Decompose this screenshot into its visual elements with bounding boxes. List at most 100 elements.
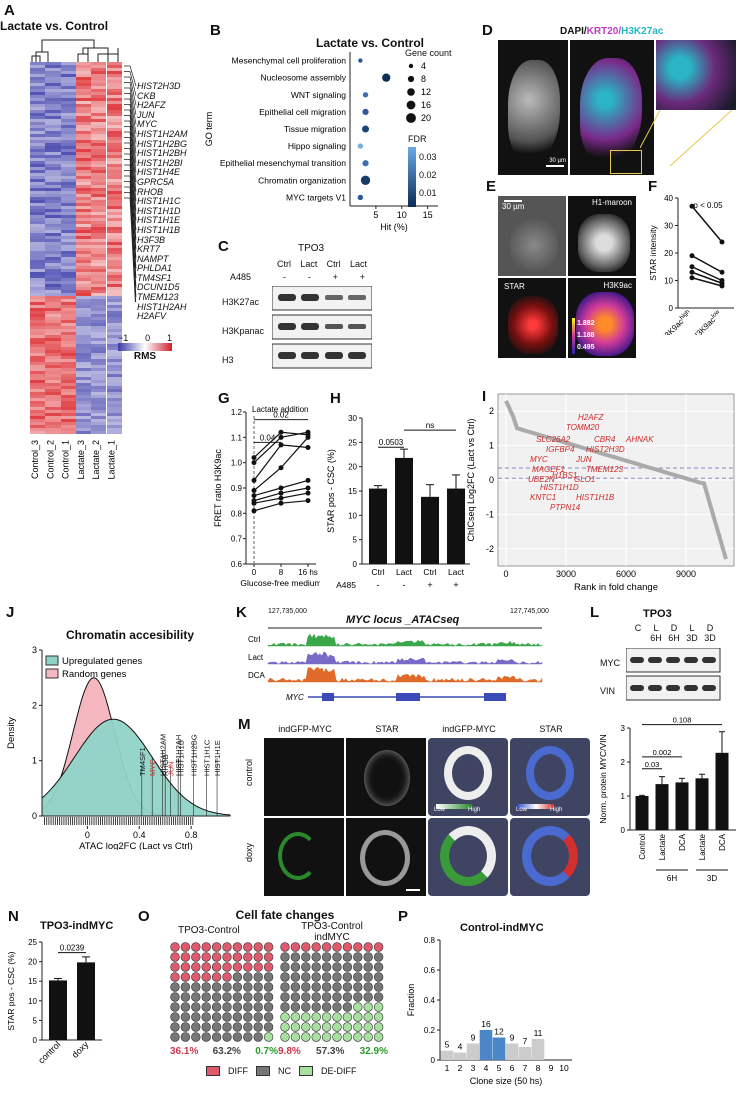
o-legend-dediff-swatch [299,1066,313,1076]
o-cell-dot [180,1012,191,1022]
heatmap-cell [106,356,122,359]
heatmap-cell [75,158,92,161]
heatmap-cell [30,164,46,167]
heatmap-cell [45,353,61,356]
p-y-tick-label: 0 [431,1056,436,1065]
o-cell-dot [373,982,384,992]
heatmap-cell [30,344,46,347]
heatmap-cell [45,218,61,221]
heatmap-cell [75,371,92,374]
heatmap-cell [45,113,61,116]
heatmap-cell [75,203,92,206]
heatmap-cell [75,74,92,77]
o-cell-dot [232,972,243,982]
o-cell-dot [332,992,342,1002]
heatmap-cell [91,419,107,422]
heatmap-cell [30,251,46,254]
heatmap-cell [75,356,92,359]
heatmap-cell [30,113,46,116]
o-cell-dot [301,982,311,992]
heatmap-cell [91,293,107,296]
heatmap-cell [91,230,107,233]
gene-tick [124,192,137,302]
heatmap-cell [91,143,107,146]
heatmap-cell [30,221,46,224]
heatmap-cell [45,209,61,212]
e-val-3: 0.495 [577,344,595,351]
h1-maroon-image: H1-maroon [568,196,636,276]
o-cell-dot [180,982,191,992]
o-cell-dot [170,1032,180,1042]
heatmap-cell [91,131,107,134]
o-cell-dot [321,1032,332,1042]
heatmap-cell [30,281,46,284]
heatmap-cell [91,107,107,110]
heatmap-cell [60,191,76,194]
o-cell-dot [222,1002,232,1012]
heatmap-cell [60,281,76,284]
heatmap-cell [30,107,46,110]
p-x-tick-label: 7 [523,1063,528,1073]
heatmap-cell [60,251,76,254]
heatmap-cell [30,305,46,308]
o-cell-dot [342,982,353,992]
l-bar [635,796,649,830]
o-cell-dot [301,962,311,972]
heatmap-cell [45,236,61,239]
heatmap-cell [106,224,122,227]
i-x-tick-label: 6000 [616,569,636,579]
heatmap-cell [106,425,122,428]
o-cell-dot [191,1022,201,1032]
heatmap-cell [75,236,92,239]
column-label: Lactate_3 [76,440,86,480]
heatmap-cell [60,104,76,107]
h-x-tick-label: Lact [396,567,413,577]
panel-f-chart: 0 10 20 30 40 p < 0.05 STAR intensity H3K9achig… [650,194,734,335]
n-pval: 0.0239 [60,944,85,953]
j-legend-swatch [45,668,59,679]
heatmap-cell [91,386,107,389]
o-cell-dot [363,992,373,1002]
p-bar [466,1043,480,1060]
heatmap-cell [75,386,92,389]
heatmap-cell [91,119,107,122]
panel-g-chart: 0.6 0.7 0.8 0.9 1.0 1.1 1.2 0 8 16 hs Lactate addi… [213,405,320,588]
heatmap-cell [30,395,46,398]
heatmap-cell [60,221,76,224]
heatmap-cell [30,83,46,86]
heatmap-cell [75,113,92,116]
o-cell-dot [253,1012,263,1022]
heatmap-cell [75,89,92,92]
gene-label: KRT7 [137,244,160,255]
p-bar-label: 4 [458,1042,463,1052]
o-cell-dot [253,992,263,1002]
heatmap-cell [30,380,46,383]
heatmap-cell [106,260,122,263]
heatmap-cell [91,182,107,185]
b-x-tick-label: 10 [397,210,407,220]
p-bar-label: 16 [481,1019,491,1029]
heatmap-cell [30,65,46,68]
heatmap-cell [75,404,92,407]
heatmap-cell [60,305,76,308]
heatmap-cell [106,401,122,404]
p-y-tick-label: 0.4 [424,996,436,1005]
n-bar [77,962,95,1040]
heatmap-cell [45,179,61,182]
e-val-1: 1.882 [577,320,595,327]
heatmap-cell [106,422,122,425]
o-cell-dot [342,942,353,952]
panel-l-chart: 0 1 2 3 Control Lactate DCA Lactate DCA 0.03 0.002… [598,716,736,883]
heatmap-cell [106,239,122,242]
heatmap-cell [30,419,46,422]
heatmap-cell [91,185,107,188]
o-cell-dot [232,1012,243,1022]
heatmap-cell [106,293,122,296]
heatmap-cell [106,170,122,173]
heatmap-cell [45,290,61,293]
heatmap-cell [91,314,107,317]
o-cell-dot [191,1032,201,1042]
heatmap-cell [75,65,92,68]
